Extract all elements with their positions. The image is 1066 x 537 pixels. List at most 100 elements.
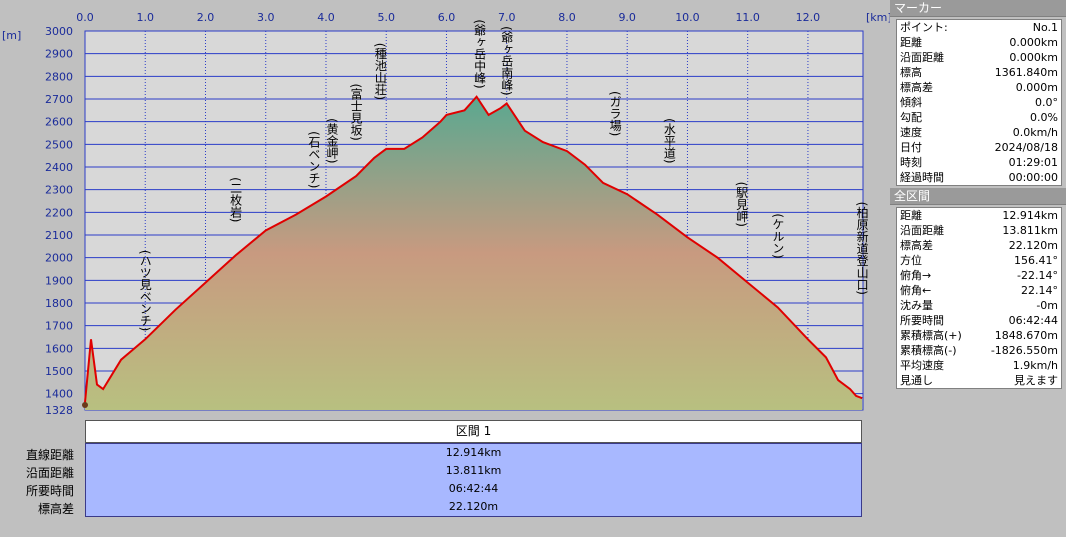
all-section-info-key: 方位	[900, 254, 922, 267]
all-section-info-row: 沿面距離 13.811km	[897, 223, 1061, 238]
waypoint-label: (ケルン)	[771, 213, 785, 258]
summary-label: 所要時間	[25, 484, 74, 498]
y-tick-label: 3000	[45, 25, 73, 38]
all-section-info-value: 12.914km	[1002, 209, 1058, 222]
marker-info-key: 標高差	[900, 81, 933, 94]
all-section-info-row: 俯角← 22.14°	[897, 283, 1061, 298]
all-section-info-row: 距離 12.914km	[897, 208, 1061, 223]
waypoint-label: (爺ヶ岳南峰)	[500, 26, 514, 95]
all-section-info-value: 22.14°	[1021, 284, 1058, 297]
marker-info-table: ポイント: No.1 距離 0.000km 沿面距離 0.000km 標高 1361.840m…	[896, 19, 1062, 186]
all-section-info-value: -22.14°	[1017, 269, 1058, 282]
x-tick-label: 4.0	[317, 11, 335, 24]
y-axis-unit: [m]	[2, 29, 21, 42]
marker-info-value: 0.000km	[1009, 36, 1058, 49]
y-tick-label: 2100	[45, 229, 73, 242]
x-tick-label: 12.0	[796, 11, 821, 24]
y-tick-label: 2900	[45, 48, 73, 61]
y-tick-label: 2800	[45, 70, 73, 83]
all-section-info-row: 見通し 見えます	[897, 373, 1061, 388]
marker-info-key: 標高	[900, 66, 922, 79]
all-section-info-row: 累積標高(-) -1826.550m	[897, 343, 1061, 358]
all-section-info-row: 標高差 22.120m	[897, 238, 1061, 253]
marker-info-key: 沿面距離	[900, 51, 944, 64]
all-section-info-key: 沈み量	[900, 299, 933, 312]
summary-value: 13.811km	[445, 464, 502, 477]
elevation-area	[85, 96, 863, 410]
waypoint-label: (種池山荘)	[373, 43, 387, 100]
marker-info-key: 勾配	[900, 111, 922, 124]
y-tick-label: 1500	[45, 365, 73, 378]
marker-info-row: 標高 1361.840m	[897, 65, 1061, 80]
marker-info-row: 距離 0.000km	[897, 35, 1061, 50]
y-tick-label: 2000	[45, 252, 73, 265]
marker-point[interactable]	[82, 402, 88, 408]
all-section-info-key: 俯角→	[900, 269, 932, 282]
y-tick-label: 1400	[45, 388, 73, 401]
marker-info-key: 距離	[900, 36, 922, 49]
x-axis-unit: [km]	[866, 11, 890, 24]
y-tick-label: 1900	[45, 274, 73, 287]
marker-info-row: 時刻 01:29:01	[897, 155, 1061, 170]
summary-label: 標高差	[37, 502, 74, 516]
waypoint-label: (石ベンチ)	[307, 131, 321, 188]
x-tick-label: 9.0	[618, 11, 636, 24]
marker-info-row: 速度 0.0km/h	[897, 125, 1061, 140]
x-tick-label: 6.0	[438, 11, 456, 24]
waypoint-label: (二枚岩)	[229, 177, 243, 222]
marker-panel-title: マーカー	[890, 0, 1066, 17]
all-section-info-key: 累積標高(+)	[900, 329, 962, 342]
x-tick-label: 5.0	[377, 11, 395, 24]
all-section-info-key: 俯角←	[900, 284, 932, 297]
marker-info-row: 沿面距離 0.000km	[897, 50, 1061, 65]
all-section-info-key: 標高差	[900, 239, 933, 252]
y-tick-label: 2300	[45, 184, 73, 197]
all-section-info-value: 156.41°	[1014, 254, 1058, 267]
marker-info-key: 速度	[900, 126, 922, 139]
y-tick-label: 2700	[45, 93, 73, 106]
x-tick-label: 2.0	[197, 11, 215, 24]
y-tick-label: 2600	[45, 116, 73, 129]
x-tick-label: 3.0	[257, 11, 275, 24]
all-section-info-row: 沈み量 -0m	[897, 298, 1061, 313]
y-tick-label: 2400	[45, 161, 73, 174]
waypoint-label: (ガラ場)	[608, 91, 622, 136]
all-section-info-row: 方位 156.41°	[897, 253, 1061, 268]
summary-value: 22.120m	[448, 500, 499, 513]
marker-info-value: 01:29:01	[1008, 156, 1058, 169]
y-tick-label: 2500	[45, 138, 73, 151]
marker-info-row: 勾配 0.0%	[897, 110, 1061, 125]
x-tick-label: 7.0	[498, 11, 516, 24]
elevation-profile-chart[interactable]: 0.0 1.0 2.0 3.0 4.0 5.0 6.0 7.0 8.0 9.0 10.0 11.0 12…	[0, 0, 892, 533]
all-section-info-key: 平均速度	[900, 359, 944, 372]
all-section-info-key: 所要時間	[900, 314, 944, 327]
marker-info-row: 日付 2024/08/18	[897, 140, 1061, 155]
waypoint-label: (柏原新道登山口)	[855, 202, 869, 295]
section-summary-box: 12.914km 13.811km 06:42:44 22.120m	[85, 443, 862, 517]
x-tick-label: 8.0	[558, 11, 576, 24]
waypoint-label: (ハツ見ベンチ)	[138, 250, 152, 331]
all-section-info-value: 1848.670m	[994, 329, 1058, 342]
all-section-info-table: 距離 12.914km 沿面距離 13.811km 標高差 22.120m 方位 156.41…	[896, 207, 1062, 389]
all-section-info-key: 沿面距離	[900, 224, 944, 237]
summary-value: 12.914km	[445, 446, 502, 459]
all-section-info-row: 所要時間 06:42:44	[897, 313, 1061, 328]
waypoint-label: (富士見坂)	[349, 83, 363, 140]
marker-info-key: 経過時間	[900, 171, 944, 184]
y-tick-label: 1700	[45, 320, 73, 333]
marker-info-value: 1361.840m	[994, 66, 1058, 79]
all-section-info-key: 見通し	[900, 374, 933, 387]
marker-info-value: 0.0°	[1035, 96, 1058, 109]
summary-value: 06:42:44	[448, 482, 499, 495]
waypoint-label: (水平道)	[662, 118, 676, 163]
marker-info-key: 日付	[900, 141, 922, 154]
all-section-info-key: 距離	[900, 209, 922, 222]
all-section-info-value: 1.9km/h	[1012, 359, 1058, 372]
all-section-panel-title: 全区間	[890, 188, 1066, 205]
marker-info-value: 0.0km/h	[1012, 126, 1058, 139]
y-tick-label: 1328	[45, 404, 73, 417]
elevation-chart-area: 0.0 1.0 2.0 3.0 4.0 5.0 6.0 7.0 8.0 9.0 10.0 11.0 12…	[0, 0, 892, 533]
all-section-info-value: -0m	[1036, 299, 1058, 312]
marker-info-row: 経過時間 00:00:00	[897, 170, 1061, 185]
marker-info-value: 0.000km	[1009, 51, 1058, 64]
